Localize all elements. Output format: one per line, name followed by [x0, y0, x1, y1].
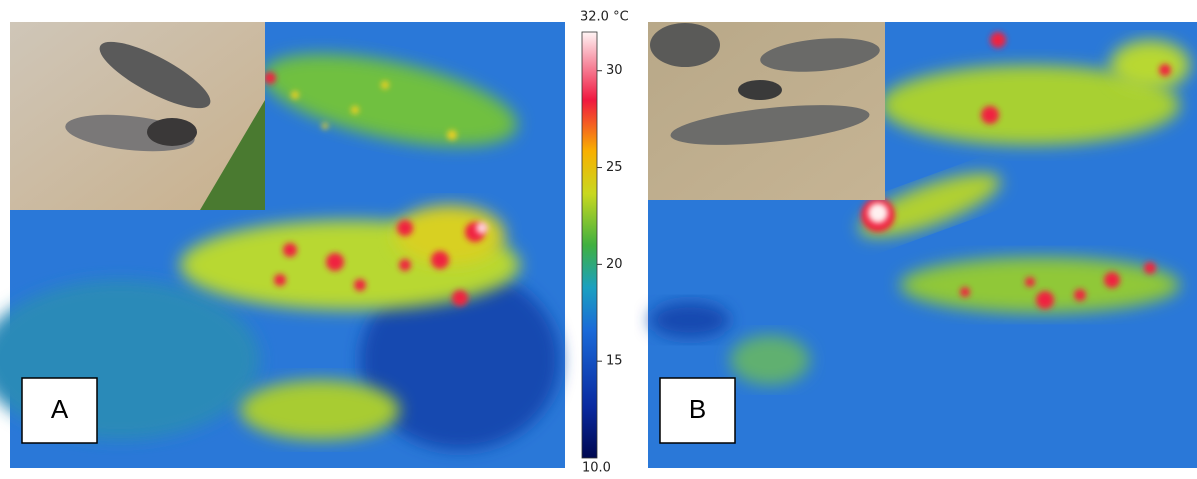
colorbar-tick-label: 30 — [606, 63, 623, 78]
thermal-panel-a: A — [0, 22, 565, 468]
colorbar-tick-label: 25 — [606, 160, 623, 175]
colorbar-max-label: 32.0 °C — [580, 10, 629, 25]
colorbar-min-label: 10.0 — [582, 461, 611, 476]
figure: A B 32.0 °C 10.0 30 25 20 15 — [0, 0, 1197, 475]
thermal-panel-b: B — [648, 22, 1197, 468]
panel-label: B — [689, 394, 706, 424]
colorbar — [582, 32, 597, 458]
colorbar-tick-label: 15 — [606, 354, 623, 369]
colorbar-tick-label: 20 — [606, 257, 623, 272]
panel-label: A — [51, 394, 69, 424]
